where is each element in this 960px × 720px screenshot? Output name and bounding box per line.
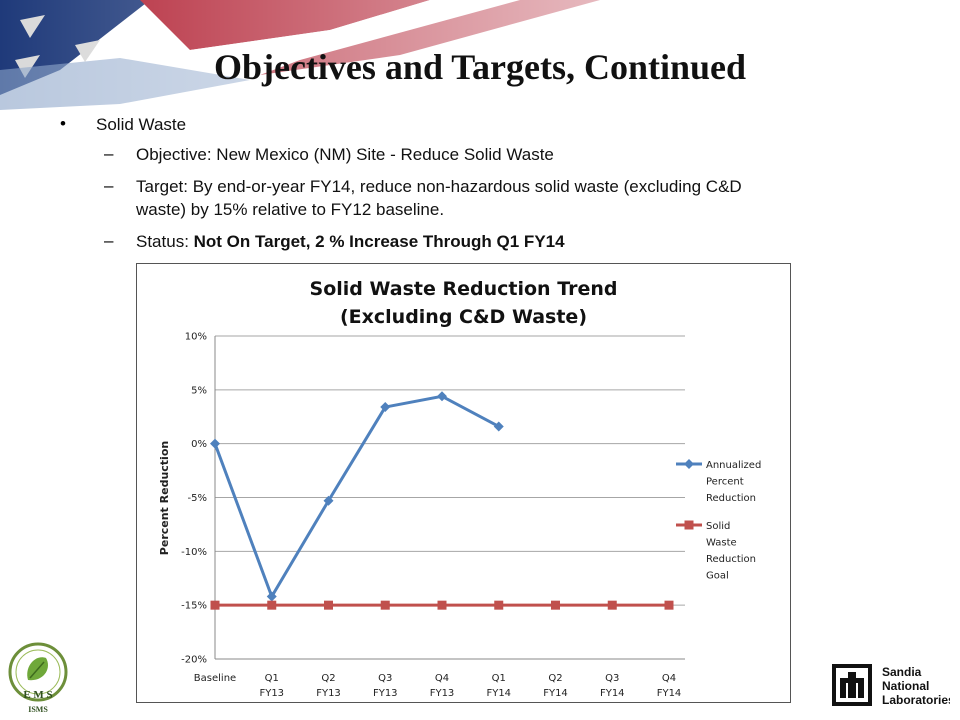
snl-line-3: Laboratories <box>882 693 950 707</box>
target-text-line1: Target: By end-or-year FY14, reduce non-… <box>136 177 742 196</box>
y-tick-label: 0% <box>191 439 207 450</box>
x-tick-label: Q4 <box>662 673 676 684</box>
data-point <box>494 600 504 610</box>
x-tick-label-year: FY14 <box>600 688 625 699</box>
data-point <box>380 402 391 413</box>
x-tick-label: Q1 <box>265 673 279 684</box>
x-tick-label-year: FY13 <box>373 688 398 699</box>
data-point <box>551 600 560 610</box>
series-line-1 <box>213 394 500 601</box>
data-point <box>210 438 220 449</box>
data-point <box>323 495 334 506</box>
flag-banner-decoration <box>0 0 960 110</box>
x-tick-label-year: FY13 <box>316 688 341 699</box>
x-tick-label: Q3 <box>378 673 392 684</box>
y-tick-label: -20% <box>181 655 207 666</box>
x-tick-label-year: FY14 <box>543 688 568 699</box>
x-tick-label: Q2 <box>321 673 335 684</box>
legend-label: Annualized <box>706 460 761 471</box>
x-tick-label: Baseline <box>194 673 236 684</box>
legend-marker <box>684 520 694 530</box>
snl-line-1: Sandia <box>882 665 922 679</box>
x-tick-label-year: FY13 <box>430 688 455 699</box>
dash-marker: – <box>104 231 114 250</box>
bullet-solid-waste: Solid Waste <box>96 115 187 134</box>
data-point <box>607 600 617 610</box>
x-tick-label: Q1 <box>492 673 506 684</box>
dash-marker: – <box>104 176 114 195</box>
legend-label: Reduction <box>706 493 756 504</box>
x-tick-label-year: FY14 <box>486 688 511 699</box>
legend-label: Percent <box>706 477 744 488</box>
x-tick-label-year: FY14 <box>657 688 682 699</box>
data-point <box>437 391 447 402</box>
sandia-logo: Sandia National Laboratories <box>832 664 950 707</box>
isms-text: ISMS <box>28 705 48 714</box>
status-line: Status: Not On Target, 2 % Increase Thro… <box>136 231 565 253</box>
slide-title: Objectives and Targets, Continued <box>213 47 747 87</box>
legend-label: Goal <box>706 571 729 582</box>
y-tick-label: 5% <box>191 385 207 396</box>
x-tick-label-year: FY13 <box>259 688 284 699</box>
data-point <box>380 600 390 610</box>
chart-title: Solid Waste Reduction Trend (Excluding C… <box>136 275 791 331</box>
data-point <box>267 600 277 610</box>
y-axis-label: Percent Reduction <box>158 441 171 555</box>
snl-line-2: National <box>882 679 929 693</box>
data-point <box>664 600 674 610</box>
legend-label: Waste <box>706 538 737 549</box>
x-tick-label: Q2 <box>548 673 562 684</box>
data-point <box>437 600 447 610</box>
status-label: Status: <box>136 232 194 251</box>
data-point <box>493 421 504 432</box>
y-tick-label: -10% <box>181 547 207 558</box>
chart-title-main: Solid Waste Reduction Trend <box>309 278 618 300</box>
objective-text: Objective: New Mexico (NM) Site - Reduce… <box>136 145 554 164</box>
legend-marker <box>684 459 694 469</box>
x-tick-label: Q4 <box>435 673 449 684</box>
ems-logo: E M S ISMS <box>8 642 68 714</box>
y-tick-label: 10% <box>185 332 207 343</box>
legend-label: Reduction <box>706 554 756 565</box>
x-tick-label: Q3 <box>605 673 619 684</box>
data-point <box>266 591 277 602</box>
data-point <box>210 600 220 610</box>
bullet-marker: • <box>60 114 66 133</box>
dash-marker: – <box>104 144 114 163</box>
chart-subtitle: (Excluding C&D Waste) <box>339 306 588 328</box>
y-tick-label: -15% <box>181 601 207 612</box>
target-text-line2: waste) by 15% relative to FY12 baseline. <box>136 200 445 219</box>
ems-letters: E M S <box>23 689 52 701</box>
y-tick-label: -5% <box>188 493 207 504</box>
data-point <box>324 600 333 610</box>
legend-label: Solid <box>706 521 730 532</box>
status-value: Not On Target, 2 % Increase Through Q1 F… <box>193 232 565 251</box>
